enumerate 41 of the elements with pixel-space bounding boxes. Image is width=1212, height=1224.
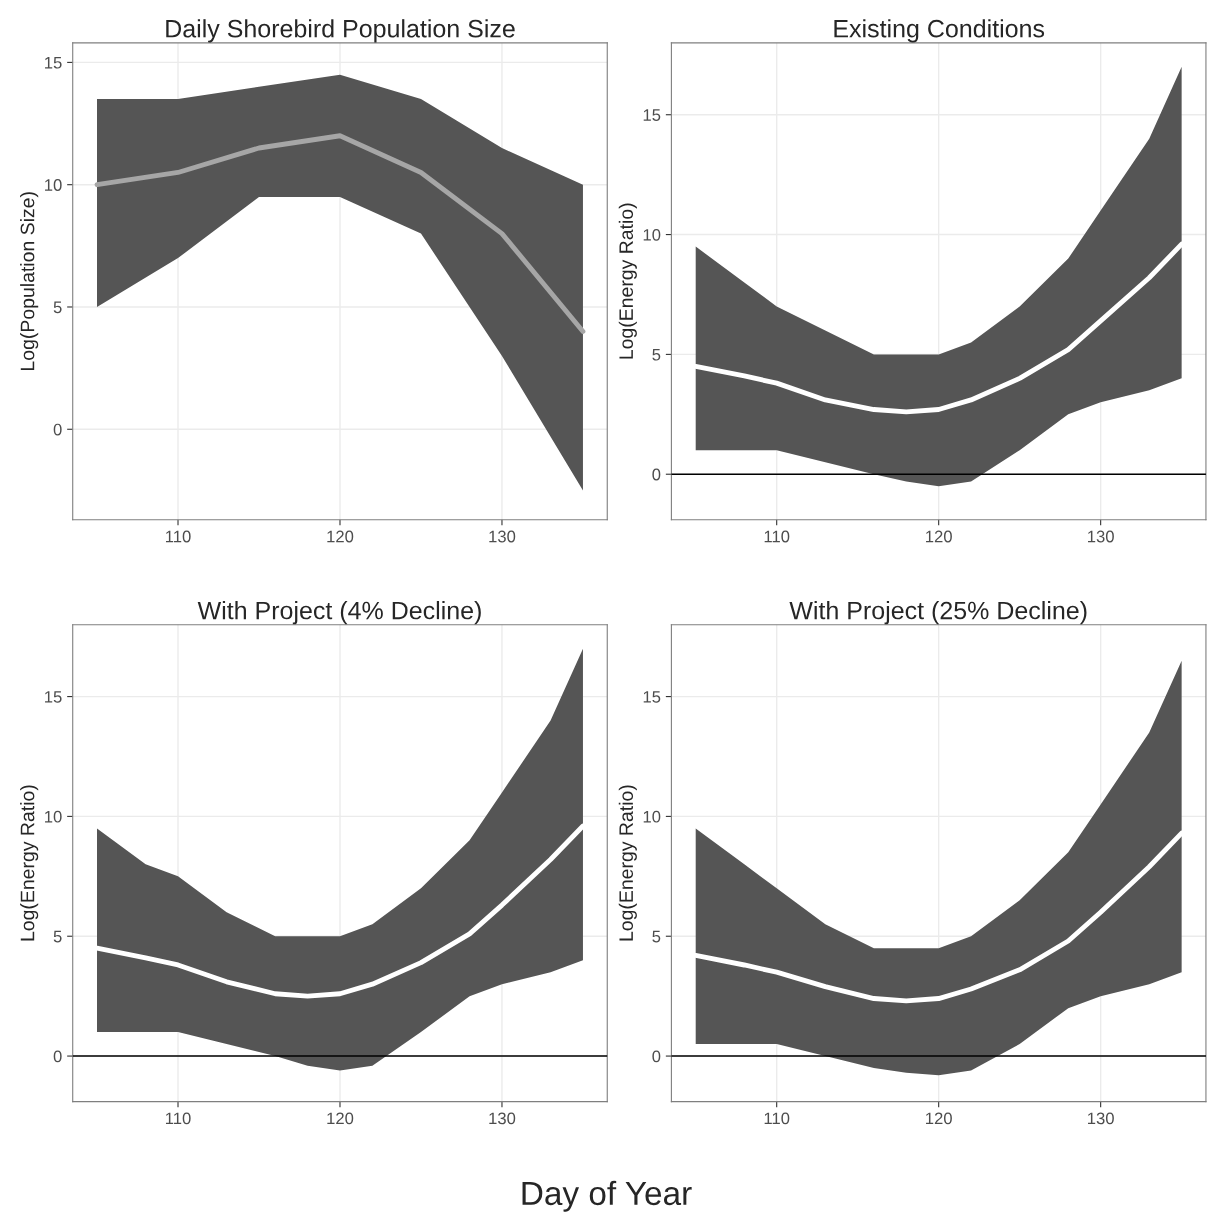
- line-series: [693, 830, 1185, 1004]
- x-tick-label: 110: [764, 530, 790, 543]
- y-tick-label: 10: [643, 228, 661, 241]
- x-tick-label: 110: [165, 530, 191, 543]
- x-tick-label: 130: [1088, 1112, 1114, 1125]
- x-tick-label: 120: [327, 1112, 354, 1125]
- y-tick-label: 15: [45, 691, 62, 703]
- y-tick-label: 0: [53, 423, 62, 436]
- x-tick-label: 120: [926, 530, 952, 543]
- y-tick-label: 10: [45, 810, 62, 823]
- y-tick-label: 10: [643, 810, 661, 823]
- x-tick-label: 130: [489, 530, 516, 543]
- y-tick-label: 15: [643, 691, 661, 703]
- x-tick-label: 120: [926, 1112, 952, 1125]
- y-axis-title: Log(Energy Ratio): [618, 203, 637, 359]
- y-tick-label: 5: [652, 930, 661, 943]
- chart-title: With Project (4% Decline): [197, 601, 481, 625]
- line-series: [94, 823, 586, 999]
- chart-title: Existing Conditions: [834, 19, 1045, 43]
- x-tick-label: 120: [327, 530, 354, 543]
- y-tick-label: 0: [53, 1050, 62, 1063]
- chart-title: With Project (25% Decline): [789, 601, 1087, 625]
- y-axis-title: Log(Energy Ratio): [618, 785, 637, 941]
- x-tick-label: 110: [764, 1112, 790, 1125]
- y-axis-title: Log(Population Size): [20, 192, 39, 370]
- y-tick-label: 10: [45, 179, 62, 191]
- x-axis-title: Day of Year: [522, 1180, 692, 1212]
- y-tick-label: 15: [643, 109, 661, 121]
- x-tick-label: 130: [1088, 530, 1114, 543]
- y-tick-label: 5: [652, 348, 661, 361]
- y-axis-title: Log(Energy Ratio): [20, 785, 39, 941]
- x-tick-label: 110: [165, 1112, 191, 1125]
- line-series: [94, 133, 586, 334]
- y-tick-label: 15: [45, 56, 62, 69]
- line-series: [693, 241, 1185, 415]
- y-tick-label: 0: [652, 468, 661, 481]
- y-tick-label: 5: [53, 301, 62, 314]
- x-tick-label: 130: [489, 1112, 516, 1125]
- chart-title: Daily Shorebird Population Size: [166, 19, 515, 43]
- y-tick-label: 5: [53, 930, 62, 943]
- y-tick-label: 0: [652, 1050, 661, 1063]
